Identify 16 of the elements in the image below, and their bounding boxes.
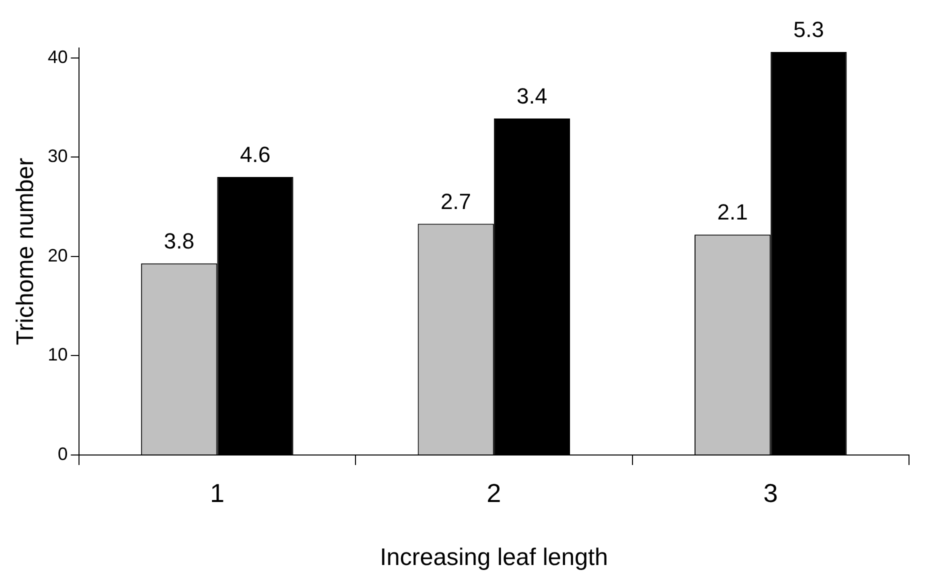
y-tick-label: 30 bbox=[48, 146, 68, 166]
annotation: 3.4 bbox=[516, 84, 548, 109]
x-tick-label: 3 bbox=[763, 478, 778, 508]
y-tick-label: 20 bbox=[48, 245, 68, 266]
x-axis-title: Increasing leaf length bbox=[380, 544, 608, 572]
y-tick-label: 40 bbox=[48, 46, 68, 67]
y-tick-label: 10 bbox=[48, 344, 68, 365]
x-tick-label: 1 bbox=[210, 478, 224, 508]
annotation: 5.3 bbox=[793, 17, 824, 42]
annotation: 2.7 bbox=[440, 188, 472, 214]
annotation: 2.1 bbox=[717, 200, 748, 225]
annotation: 3.8 bbox=[164, 228, 194, 254]
y-axis-title: Trichome number bbox=[12, 158, 40, 346]
x-tick-label: 2 bbox=[486, 478, 502, 508]
y-tick-label: 0 bbox=[58, 444, 68, 464]
annotation: 4.6 bbox=[240, 142, 271, 168]
